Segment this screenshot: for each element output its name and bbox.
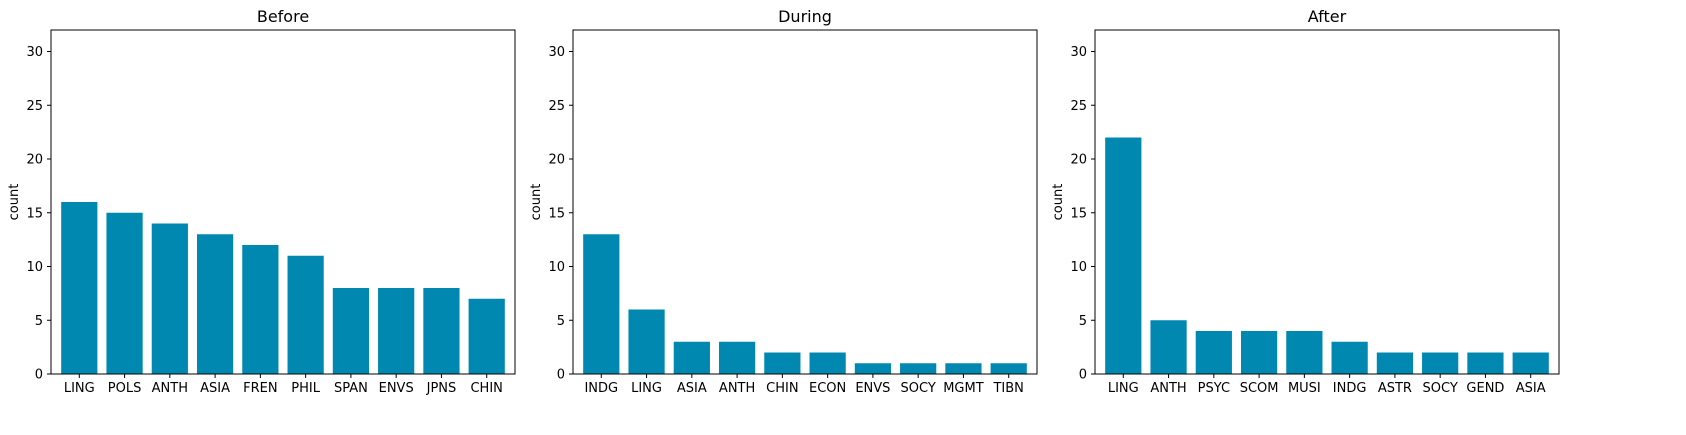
x-tick-label: SPAN bbox=[334, 381, 368, 396]
bar-chin bbox=[764, 352, 801, 374]
x-tick-label: ANTH bbox=[1150, 381, 1186, 396]
bar-envs bbox=[854, 363, 892, 374]
x-tick-label: ASIA bbox=[677, 381, 707, 396]
bar-asia bbox=[1512, 352, 1549, 374]
y-tick-label: 15 bbox=[1070, 206, 1087, 221]
y-tick-label: 20 bbox=[26, 153, 43, 168]
y-tick-label: 15 bbox=[26, 206, 43, 221]
chart-title: After bbox=[1308, 7, 1347, 26]
y-tick-label: 25 bbox=[26, 99, 43, 114]
x-tick-label: TIBN bbox=[992, 381, 1023, 396]
x-tick-label: INDG bbox=[584, 381, 618, 396]
bar-asia bbox=[196, 234, 234, 374]
bar-asia bbox=[673, 341, 710, 374]
x-tick-label: LING bbox=[1108, 381, 1139, 396]
bar-astr bbox=[1376, 352, 1414, 374]
plot-frame bbox=[1094, 29, 1560, 375]
y-tick-label: 25 bbox=[548, 99, 565, 114]
x-tick-label: JPNS bbox=[426, 381, 457, 396]
bar-indg bbox=[583, 234, 620, 374]
chart-panel-2: After LING ANTH PSYC SCOM MUSI INDG ASTR SOCY GEN… bbox=[1051, 7, 1560, 396]
bar-ling bbox=[1105, 137, 1142, 374]
x-tick-label: ENVS bbox=[379, 381, 414, 396]
bar-mgmt bbox=[945, 363, 982, 374]
bar-anth bbox=[1150, 320, 1187, 374]
x-tick-label: SOCY bbox=[901, 381, 936, 396]
y-tick-label: 30 bbox=[26, 45, 43, 60]
x-tick-label: PHIL bbox=[291, 381, 320, 396]
y-tick-label: 5 bbox=[1079, 314, 1087, 329]
x-tick-label: PSYC bbox=[1198, 381, 1230, 396]
bar-phil bbox=[287, 255, 324, 374]
bar-envs bbox=[378, 288, 415, 374]
y-axis-label: count bbox=[529, 184, 544, 221]
bar-ling bbox=[61, 202, 98, 374]
x-tick-label: INDG bbox=[1333, 381, 1367, 396]
x-tick-label: ASIA bbox=[200, 381, 230, 396]
bar-scom bbox=[1240, 331, 1278, 374]
x-tick-label: CHIN bbox=[766, 381, 798, 396]
plot-frame bbox=[572, 29, 1038, 375]
y-tick-label: 0 bbox=[1079, 368, 1087, 383]
x-tick-label: CHIN bbox=[470, 381, 502, 396]
bar-jpns bbox=[423, 288, 460, 374]
y-tick-label: 20 bbox=[548, 153, 565, 168]
bar-ling bbox=[628, 309, 665, 374]
x-tick-label: LING bbox=[631, 381, 662, 396]
y-axis-label: count bbox=[1051, 184, 1066, 221]
y-tick-label: 15 bbox=[548, 206, 565, 221]
bar-psyc bbox=[1195, 331, 1232, 374]
x-tick-label: SOCY bbox=[1423, 381, 1458, 396]
x-tick-label: ANTH bbox=[719, 381, 755, 396]
bar-socy bbox=[1422, 352, 1459, 374]
x-tick-label: GEND bbox=[1466, 381, 1504, 396]
bar-chin bbox=[468, 298, 505, 374]
x-tick-label: MUSI bbox=[1288, 381, 1321, 396]
y-axis-label: count bbox=[7, 184, 22, 221]
y-tick-label: 10 bbox=[1070, 260, 1087, 275]
x-tick-label: ASIA bbox=[1516, 381, 1546, 396]
bar-tibn bbox=[990, 363, 1027, 374]
x-tick-label: ASTR bbox=[1378, 381, 1412, 396]
chart-panel-1: During INDG LING ASIA ANTH CHIN ECON ENVS SOCY MG… bbox=[529, 7, 1038, 396]
y-tick-label: 0 bbox=[557, 368, 565, 383]
y-tick-label: 30 bbox=[1070, 45, 1087, 60]
bar-fren bbox=[242, 245, 279, 374]
bar-anth bbox=[151, 223, 188, 374]
x-tick-label: ECON bbox=[809, 381, 846, 396]
y-tick-label: 10 bbox=[26, 260, 43, 275]
x-tick-label: ENVS bbox=[855, 381, 890, 396]
bar-gend bbox=[1467, 352, 1504, 374]
y-tick-label: 5 bbox=[35, 314, 43, 329]
y-tick-label: 0 bbox=[35, 368, 43, 383]
bar-pols bbox=[106, 212, 143, 374]
y-tick-label: 30 bbox=[548, 45, 565, 60]
x-tick-label: MGMT bbox=[943, 381, 984, 396]
y-tick-label: 5 bbox=[557, 314, 565, 329]
bar-span bbox=[332, 288, 370, 374]
bar-socy bbox=[900, 363, 937, 374]
x-tick-label: ANTH bbox=[152, 381, 188, 396]
x-tick-label: SCOM bbox=[1240, 381, 1279, 396]
chart-panel-0: Before LING POLS ANTH ASIA FREN PHIL SPAN ENVS JP… bbox=[7, 7, 516, 396]
bar-econ bbox=[809, 352, 846, 374]
y-tick-label: 25 bbox=[1070, 99, 1087, 114]
chart-title: Before bbox=[257, 7, 309, 26]
x-tick-label: LING bbox=[64, 381, 95, 396]
bar-anth bbox=[718, 341, 756, 374]
plot-frame bbox=[50, 29, 516, 375]
y-tick-label: 20 bbox=[1070, 153, 1087, 168]
y-tick-label: 10 bbox=[548, 260, 565, 275]
bar-indg bbox=[1331, 341, 1368, 374]
x-tick-label: POLS bbox=[108, 381, 142, 396]
chart-title: During bbox=[778, 7, 832, 26]
bar-musi bbox=[1286, 331, 1323, 374]
x-tick-label: FREN bbox=[243, 381, 277, 396]
